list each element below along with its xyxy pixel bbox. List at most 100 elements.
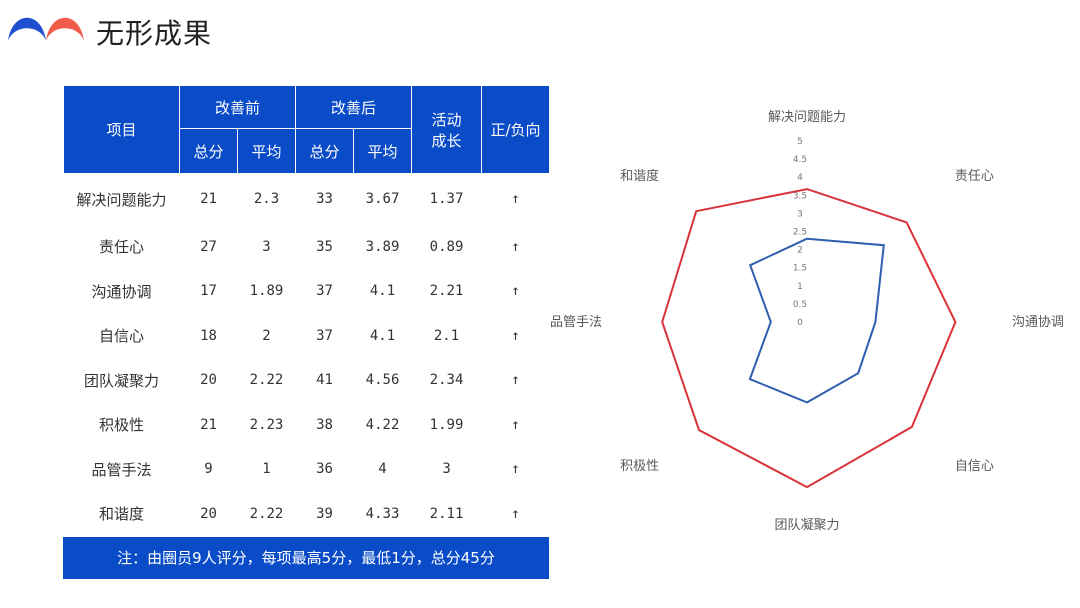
table-note: 注：由圈员9人评分，每项最高5分，最低1分，总分45分 [63, 537, 549, 579]
results-table: 项目 改善前 改善后 活动成长 正/负向 总分 平均 总分 平均 解决问题能力 … [63, 85, 551, 537]
table-header-row: 项目 改善前 改善后 活动成长 正/负向 [63, 85, 551, 174]
after-total-header: 总分 [295, 128, 355, 174]
direction-arrow: ↑ [511, 505, 520, 522]
after-total: 33 [316, 191, 333, 208]
radar-tick-label: 1.5 [793, 264, 807, 274]
radar-tick-label: 5 [797, 137, 803, 147]
before-avg-header: 平均 [236, 128, 297, 174]
after-avg: 3.67 [365, 191, 400, 208]
radar-tick-label: 2.5 [793, 228, 807, 238]
radar-category-label: 积极性 [620, 459, 659, 474]
growth: 2.21 [429, 283, 464, 300]
radar-tick-label: 0 [797, 318, 803, 328]
row-name: 沟通协调 [91, 282, 152, 301]
logo [8, 17, 84, 41]
direction-arrow: ↑ [511, 372, 520, 389]
radar-category-label: 和谐度 [620, 168, 659, 184]
radar-tick-label: 3.5 [793, 191, 807, 201]
radar-tick-label: 2 [797, 246, 803, 256]
radar-series-0 [748, 237, 885, 404]
before-total: 21 [200, 416, 217, 433]
after-avg: 4.56 [365, 372, 400, 389]
direction-arrow: ↑ [511, 191, 520, 208]
radar-category-label: 解决问题能力 [768, 110, 846, 125]
radar-tick-label: 4 [797, 173, 803, 183]
after-avg: 4 [378, 461, 387, 478]
row-name: 责任心 [98, 238, 144, 257]
before-avg: 2 [262, 327, 271, 344]
radar-category-label: 沟通协调 [1012, 315, 1064, 330]
table-row: 沟通协调 17 1.89 37 4.1 2.21 ↑ [64, 269, 550, 314]
radar-category-label: 自信心 [955, 459, 994, 474]
radar-tick-label: 0.5 [793, 300, 807, 310]
before-avg: 2.22 [249, 505, 284, 522]
logo-blue-arch [8, 17, 46, 41]
radar-tick-label: 4.5 [793, 155, 807, 165]
table-row: 责任心 27 3 35 3.89 0.89 ↑ [64, 225, 550, 270]
before-avg: 1.89 [249, 283, 284, 300]
radar-tick-label: 3 [797, 209, 803, 219]
table-row: 和谐度 20 2.22 39 4.33 2.11 ↑ [64, 492, 550, 537]
before-total: 9 [204, 461, 213, 478]
before-avg: 3 [262, 238, 271, 255]
row-name: 积极性 [98, 416, 144, 435]
page-title: 无形成果 [96, 17, 213, 50]
before-avg: 1 [262, 461, 271, 478]
growth: 2.34 [429, 372, 464, 389]
before-avg: 2.22 [249, 372, 284, 389]
before-avg: 2.3 [253, 191, 280, 208]
direction-arrow: ↑ [511, 283, 520, 300]
after-total: 36 [316, 461, 333, 478]
direction-arrow: ↑ [511, 461, 520, 478]
col-growth-header: 活动成长 [411, 85, 483, 174]
direction-arrow: ↑ [511, 416, 520, 433]
table-subheader-row: 总分 平均 总分 平均 [64, 128, 550, 174]
after-avg: 3.89 [365, 238, 400, 255]
before-total-header: 总分 [179, 128, 238, 174]
col-after-header: 改善后 [295, 85, 413, 129]
after-total: 41 [316, 372, 333, 389]
after-total: 37 [316, 283, 333, 300]
after-total: 38 [316, 416, 333, 433]
table-row: 团队凝聚力 20 2.22 41 4.56 2.34 ↑ [64, 358, 550, 403]
row-name: 自信心 [98, 327, 144, 346]
before-total: 27 [200, 238, 217, 255]
direction-arrow: ↑ [511, 327, 520, 344]
after-total: 35 [316, 238, 333, 255]
before-total: 18 [200, 327, 217, 344]
after-avg-header: 平均 [353, 128, 413, 174]
before-total: 17 [200, 283, 217, 300]
col-item-header: 项目 [63, 85, 180, 174]
table-row: 品管手法 9 1 36 4 3 ↑ [64, 447, 550, 492]
radar-tick-label: 1 [797, 282, 803, 292]
growth: 3 [442, 461, 451, 478]
col-before-header: 改善前 [178, 85, 297, 129]
before-total: 20 [200, 372, 217, 389]
after-total: 37 [316, 327, 333, 344]
after-avg: 4.22 [365, 416, 400, 433]
after-avg: 4.33 [365, 505, 400, 522]
after-avg: 4.1 [369, 283, 396, 300]
growth: 1.99 [429, 416, 464, 433]
direction-arrow: ↑ [511, 238, 520, 255]
table-row: 积极性 21 2.23 38 4.22 1.99 ↑ [64, 403, 550, 448]
after-total: 39 [316, 505, 333, 522]
before-total: 20 [200, 505, 217, 522]
before-avg: 2.23 [249, 416, 284, 433]
growth: 0.89 [429, 238, 464, 255]
before-total: 21 [200, 191, 217, 208]
table-row: 自信心 18 2 37 4.1 2.1 ↑ [64, 314, 550, 359]
col-direction-header: 正/负向 [481, 85, 551, 174]
growth: 2.11 [429, 505, 464, 522]
growth: 1.37 [429, 191, 464, 208]
after-avg: 4.1 [369, 327, 396, 344]
row-name: 品管手法 [91, 460, 152, 479]
row-name: 团队凝聚力 [83, 371, 159, 390]
row-name: 解决问题能力 [76, 190, 167, 209]
radar-category-label: 品管手法 [550, 315, 602, 330]
growth: 2.1 [433, 327, 460, 344]
table-row: 解决问题能力 21 2.3 33 3.67 1.37 ↑ [64, 174, 550, 225]
radar-category-label: 责任心 [955, 169, 994, 184]
row-name: 和谐度 [98, 505, 144, 524]
